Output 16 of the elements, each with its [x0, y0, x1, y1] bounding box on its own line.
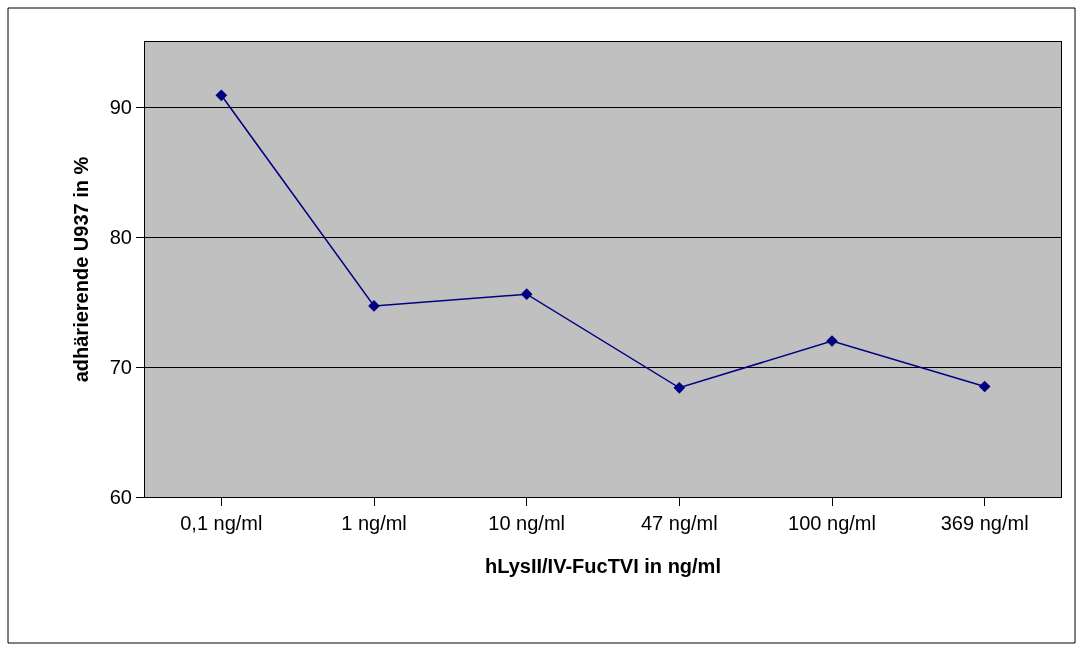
- point: [215, 89, 228, 102]
- x-tick-label: 0,1 ng/ml: [180, 512, 263, 534]
- x-tick-label: 10 ng/ml: [488, 512, 566, 534]
- y-tick-label: 90: [109, 96, 132, 118]
- y-axis-title: adhärierende U937 in %: [70, 156, 93, 383]
- point: [520, 288, 533, 301]
- x-axis-title: hLysII/IV-FucTVI in ng/ml: [485, 554, 721, 577]
- point: [673, 381, 686, 394]
- x-tick-label: 47 ng/ml: [640, 512, 718, 534]
- y-tick-label: 70: [109, 356, 132, 378]
- x-tick-label: 100 ng/ml: [788, 512, 876, 534]
- point: [978, 380, 991, 393]
- x-tick-label: 369 ng/ml: [940, 512, 1029, 534]
- y-tick-label: 60: [109, 486, 132, 508]
- x-tick-label: 1 ng/ml: [341, 512, 407, 534]
- y-tick-label: 80: [109, 226, 132, 248]
